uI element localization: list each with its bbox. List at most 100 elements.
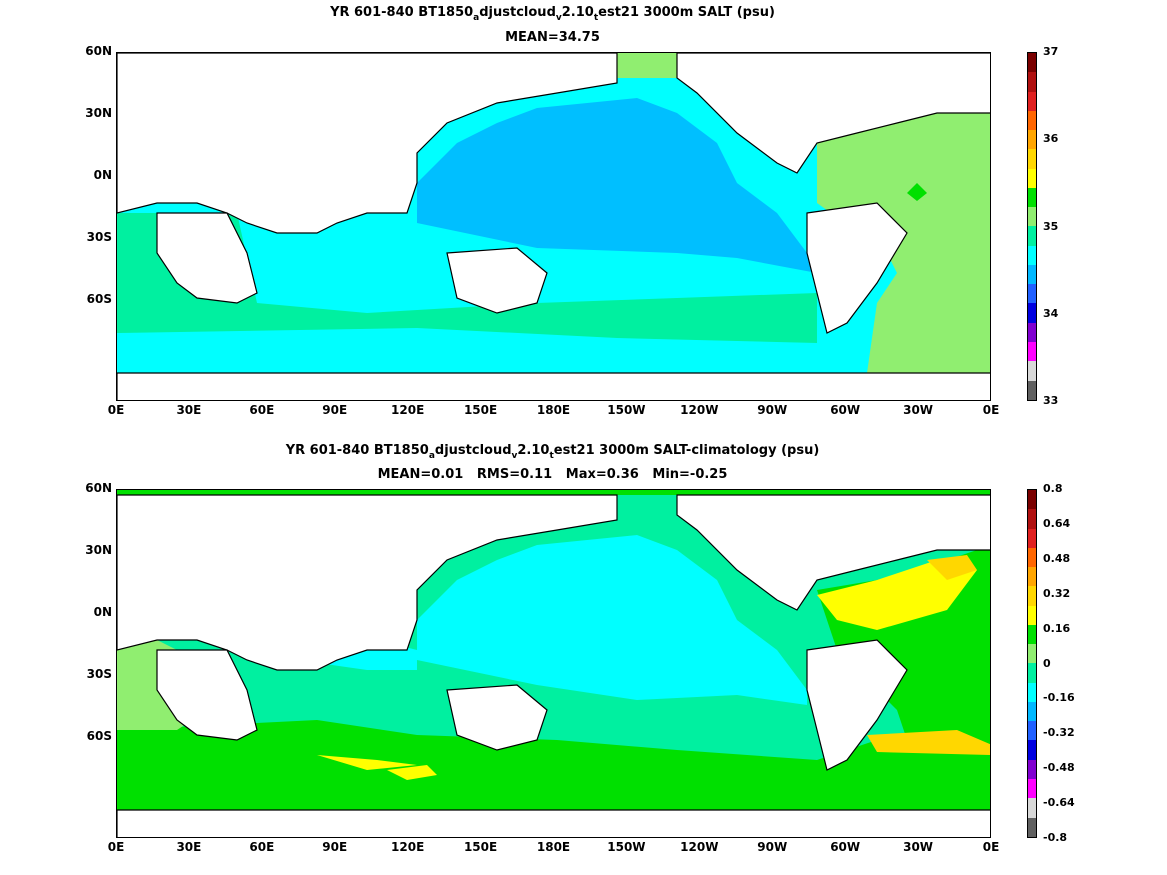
top-colorbar-label: 37 (1043, 45, 1059, 58)
bottom-title-part: 2.10 (517, 443, 550, 458)
bottom-lat-label: 60N (85, 481, 112, 495)
bottom-colorbar-swatch (1028, 567, 1036, 587)
top-colorbar-swatch (1028, 245, 1036, 265)
bottom-colorbar-swatch (1028, 490, 1036, 510)
bottom-lon-label: 60W (830, 840, 861, 854)
bottom-lat-label: 0N (93, 605, 112, 619)
top-lat-label: 30S (86, 230, 112, 244)
bottom-title-sub: t (549, 451, 554, 461)
top-map (116, 52, 991, 401)
top-title-sub: a (473, 13, 480, 23)
bottom-title-sub: v (511, 451, 518, 461)
top-lat-label: 30N (85, 106, 112, 120)
top-lon-label: 120E (391, 403, 425, 417)
top-colorbar-swatch (1028, 322, 1036, 342)
bottom-south-america-land (806, 639, 908, 771)
top-colorbar-label: 34 (1043, 306, 1059, 320)
top-title-part: YR 601-840 BT1850 (330, 5, 474, 20)
top-lon-label: 0E (107, 403, 125, 417)
bottom-colorbar-label: 0.8 (1043, 482, 1063, 495)
bottom-indian-yellow-2 (387, 765, 437, 780)
bottom-lon-label: 0E (982, 840, 1000, 854)
top-lat-label: 60N (85, 44, 112, 58)
bottom-colorbar-swatch (1028, 624, 1036, 645)
bottom-colorbar-label: -0.48 (1043, 761, 1075, 775)
top-colorbar-swatch (1028, 168, 1036, 188)
top-lon-label: 90W (757, 403, 788, 417)
top-map-svg (117, 53, 990, 400)
top-title-part: djustcloud (479, 5, 556, 20)
top-atlantic-green (817, 113, 990, 373)
top-north-america-land (676, 53, 990, 174)
bottom-colorbar-label: 0.16 (1043, 621, 1071, 635)
top-colorbar-label: 36 (1043, 132, 1059, 146)
top-colorbar-swatch (1028, 341, 1036, 362)
bottom-southern-green (117, 720, 990, 810)
bottom-lat-label: 60S (86, 729, 112, 743)
bottom-indian-yellow (317, 755, 417, 770)
top-lon-label: 0E (982, 403, 1000, 417)
bottom-pacific-cyan (417, 535, 807, 705)
top-lat-label: 0N (93, 168, 112, 182)
top-stats: MEAN=34.75 (505, 30, 600, 45)
top-colorbar-label: 35 (1043, 219, 1059, 233)
bottom-lon-label: 180E (536, 840, 571, 854)
bottom-colorbar-label: 0.48 (1043, 551, 1071, 565)
bottom-lat-label: 30S (86, 667, 112, 681)
top-colorbar-swatch (1028, 187, 1036, 208)
top-colorbar-swatch (1028, 380, 1036, 400)
bottom-colorbar-swatch (1028, 663, 1036, 683)
bottom-atlantic-yellow (817, 560, 977, 630)
top-southern-ocean (117, 323, 990, 373)
top-lon-label: 30E (176, 403, 202, 417)
top-lon-label: 90E (322, 403, 348, 417)
bottom-colorbar-swatch (1028, 778, 1036, 799)
bottom-lon-label: 0E (107, 840, 125, 854)
bottom-lon-label: 30W (903, 840, 934, 854)
bottom-colorbar-label: 0.32 (1043, 586, 1071, 600)
bottom-colorbar-swatch (1028, 528, 1036, 548)
top-ocean-aqua (117, 213, 817, 343)
top-africa-land (156, 212, 258, 304)
top-title-sub: t (593, 13, 599, 23)
top-lat-label: 60S (86, 292, 112, 306)
bottom-colorbar-swatch (1028, 817, 1036, 837)
top-lon-label: 150E (463, 403, 498, 417)
bottom-title-part: djustcloud (434, 443, 512, 458)
top-title-sub: v (555, 13, 562, 23)
bottom-stats: MEAN=0.01 RMS=0.11 Max=0.36 Min=-0.25 (377, 467, 728, 482)
bottom-colorbar-label: -0.64 (1043, 796, 1075, 810)
top-title-part: est21 3000m SALT (psu) (598, 5, 775, 20)
top-lon-label: 120W (680, 403, 719, 417)
bottom-colorbar-swatch (1028, 740, 1036, 760)
bottom-colorbar-swatch (1028, 644, 1036, 664)
bottom-title-sub: a (428, 451, 435, 461)
bottom-antarctica-land (117, 809, 990, 837)
bottom-lon-label: 150E (463, 840, 498, 854)
bottom-colorbar-swatch (1028, 759, 1036, 779)
bottom-australia-land (446, 684, 548, 751)
top-australia-land (446, 247, 548, 314)
bottom-colorbar-swatch (1028, 586, 1036, 606)
top-colorbar-label: 33 (1043, 394, 1059, 407)
bottom-north-america-land (676, 494, 990, 611)
bottom-colorbar-swatch (1028, 547, 1036, 568)
bottom-title-part: YR 601-840 BT1850 (285, 443, 429, 458)
top-colorbar-swatch (1028, 264, 1036, 285)
bottom-colorbar-label: -0.16 (1043, 691, 1075, 705)
top-colorbar-swatch (1028, 72, 1036, 92)
top-colorbar (1027, 52, 1037, 401)
top-lon-label: 60E (249, 403, 275, 417)
bottom-lon-label: 90E (322, 840, 348, 854)
top-lon-label: 30W (903, 403, 934, 417)
bottom-colorbar-label: 0 (1043, 656, 1051, 670)
top-colorbar-swatch (1028, 130, 1036, 150)
top-antarctica-land (117, 372, 990, 400)
bottom-colorbar-swatch (1028, 798, 1036, 818)
bottom-title-part: est21 3000m SALT-climatology (psu) (553, 443, 820, 458)
bottom-colorbar-label: -0.32 (1043, 726, 1075, 740)
bottom-lon-label: 150W (607, 840, 646, 854)
bottom-arctic-strip (117, 490, 990, 495)
top-atlantic-patch (907, 183, 927, 201)
top-colorbar-swatch (1028, 303, 1036, 323)
